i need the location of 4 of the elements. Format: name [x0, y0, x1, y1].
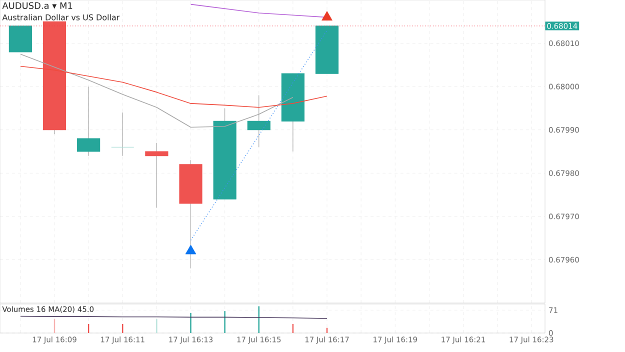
chart-title: AUDUSD.a ▾ M1 [2, 2, 72, 9]
candlestick [77, 86, 100, 156]
candlestick [111, 112, 134, 156]
candlestick [145, 142, 168, 208]
